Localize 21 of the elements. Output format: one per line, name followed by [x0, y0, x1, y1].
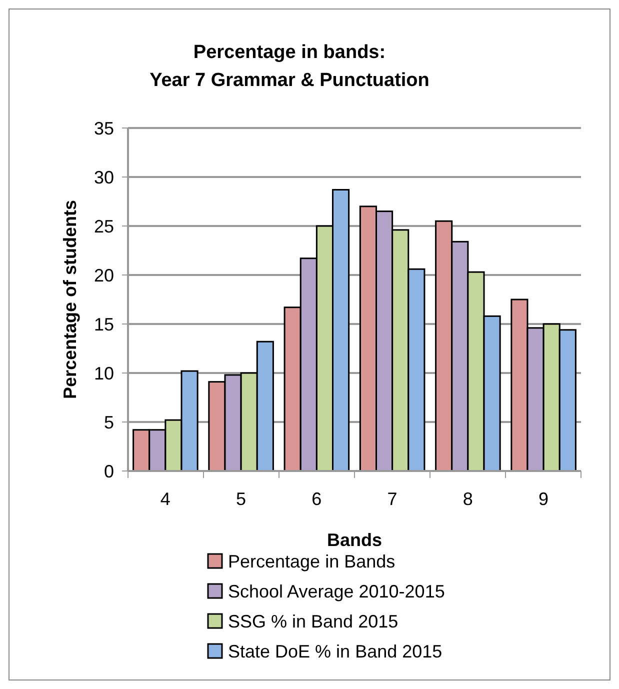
x-tick-label: 6 [312, 489, 322, 509]
y-tick-label: 5 [104, 412, 114, 432]
x-tick-label: 5 [236, 489, 246, 509]
legend-label: Percentage in Bands [228, 551, 396, 572]
x-axis-title: Bands [326, 530, 382, 550]
legend-label: School Average 2010-2015 [228, 581, 445, 602]
y-tick-label: 35 [94, 118, 114, 138]
y-axis-title: Percentage of students [60, 200, 80, 400]
y-tick-label: 25 [94, 216, 114, 236]
y-tick-label: 15 [94, 314, 114, 334]
x-tick-label: 7 [387, 489, 398, 509]
x-tick-label: 4 [160, 489, 170, 509]
x-tick-label: 9 [538, 489, 549, 509]
y-tick-label: 20 [94, 265, 114, 286]
legend-label: SSG % in Band 2015 [228, 611, 398, 632]
y-tick-label: 30 [94, 167, 114, 188]
x-tick-label: 8 [462, 489, 473, 509]
legend-label: State DoE % in Band 2015 [228, 641, 442, 662]
chart-title: Percentage in bands: Year 7 Grammar & Punctuation [150, 42, 430, 91]
y-tick-label: 0 [104, 461, 114, 482]
y-tick-label: 10 [94, 363, 114, 384]
